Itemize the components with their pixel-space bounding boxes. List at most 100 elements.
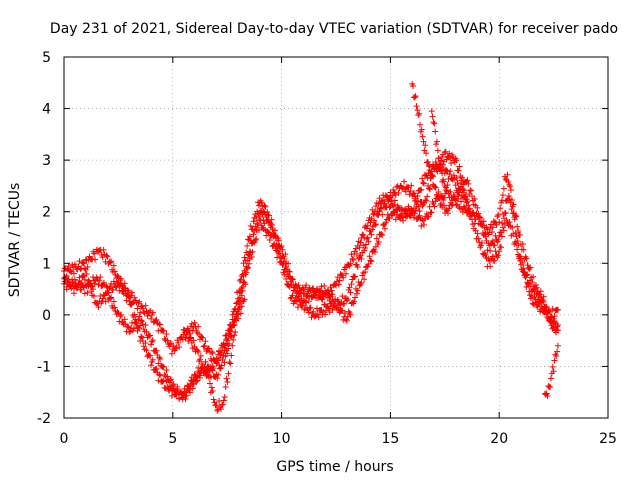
data-point — [328, 300, 335, 307]
data-point — [290, 287, 297, 294]
data-point — [321, 301, 328, 308]
x-tick-label: 5 — [168, 431, 177, 447]
data-point — [357, 239, 364, 246]
data-point — [361, 247, 368, 254]
data-point — [432, 184, 439, 191]
data-point — [505, 178, 512, 185]
data-point — [202, 338, 209, 345]
data-point — [399, 214, 406, 221]
series-arc-6 — [428, 108, 472, 216]
data-point — [494, 213, 501, 220]
data-point — [364, 234, 371, 241]
data-point — [441, 149, 448, 156]
data-point — [481, 250, 488, 257]
data-point — [194, 373, 201, 380]
data-point — [303, 282, 310, 289]
data-point — [324, 287, 331, 294]
data-point — [124, 323, 131, 330]
data-point — [465, 180, 472, 187]
data-point — [271, 240, 278, 247]
data-point — [520, 265, 527, 272]
data-point — [506, 218, 513, 225]
data-point — [283, 276, 290, 283]
data-point — [95, 304, 102, 311]
data-point — [465, 202, 472, 209]
data-point — [129, 289, 135, 296]
data-point — [527, 264, 534, 271]
data-point — [453, 157, 460, 164]
data-point — [202, 358, 209, 365]
data-point — [359, 272, 366, 279]
data-point — [244, 265, 251, 272]
data-point — [214, 375, 221, 382]
data-point — [519, 241, 526, 248]
data-point — [437, 164, 444, 171]
data-point — [305, 309, 312, 316]
data-point — [442, 148, 449, 155]
data-point — [117, 282, 124, 289]
data-point — [314, 311, 321, 318]
data-point — [250, 218, 257, 225]
data-point — [242, 281, 249, 288]
data-point — [523, 255, 530, 262]
data-point — [484, 247, 491, 254]
data-point — [265, 229, 271, 236]
data-point — [553, 352, 560, 359]
data-point — [103, 252, 110, 259]
data-point — [189, 380, 196, 387]
data-point — [506, 181, 513, 188]
data-point — [135, 316, 142, 323]
series-arc-3 — [61, 159, 561, 414]
data-point — [362, 245, 369, 252]
data-point — [297, 290, 304, 297]
data-point — [250, 231, 257, 238]
data-point — [488, 228, 495, 235]
data-point — [188, 320, 195, 327]
data-point — [474, 204, 481, 211]
data-point — [219, 401, 226, 408]
data-point — [315, 292, 322, 299]
data-point — [278, 258, 285, 265]
data-point — [464, 177, 471, 184]
data-point — [540, 293, 547, 300]
data-point — [156, 354, 163, 361]
data-point — [296, 297, 303, 304]
data-point — [148, 362, 155, 369]
data-point — [138, 317, 145, 324]
data-point — [262, 211, 269, 218]
data-point — [509, 224, 516, 231]
data-point — [424, 158, 431, 165]
data-point — [497, 205, 504, 212]
data-point — [272, 243, 279, 250]
data-point — [215, 351, 222, 358]
data-point — [386, 215, 393, 222]
data-point — [217, 406, 224, 413]
data-point — [347, 260, 354, 267]
data-point — [553, 326, 560, 333]
data-point — [354, 287, 361, 294]
data-point — [139, 321, 146, 328]
data-point — [321, 282, 328, 289]
data-point — [108, 258, 115, 265]
data-point — [163, 330, 170, 337]
data-point — [266, 236, 273, 243]
data-point — [425, 182, 432, 189]
data-point — [475, 210, 482, 217]
data-point — [113, 284, 120, 291]
data-point — [299, 302, 306, 309]
data-point — [397, 182, 404, 189]
data-point — [208, 384, 215, 391]
data-point — [184, 328, 191, 335]
data-point — [225, 345, 232, 352]
data-point — [125, 293, 132, 300]
data-point — [365, 261, 372, 268]
data-point — [367, 219, 374, 226]
data-point — [340, 316, 347, 323]
data-point — [517, 231, 524, 238]
data-point — [550, 368, 557, 375]
data-point — [100, 246, 107, 253]
data-point — [431, 120, 438, 127]
data-point — [257, 217, 264, 224]
data-point — [407, 187, 414, 194]
data-point — [457, 186, 464, 193]
